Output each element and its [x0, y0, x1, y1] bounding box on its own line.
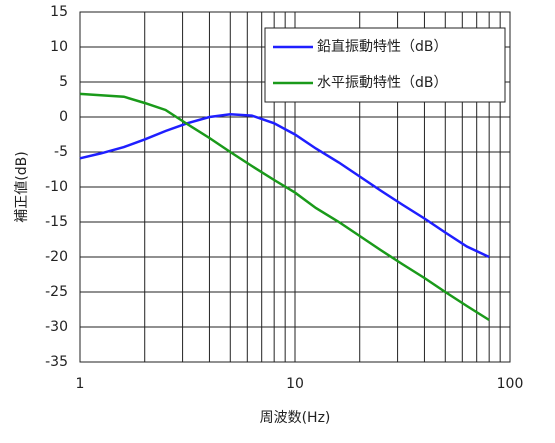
plot-border [79, 11, 511, 363]
y-tick-label: -15 [45, 214, 68, 230]
y-tick-label: -35 [45, 354, 68, 370]
legend-label: 水平振動特性（dB） [317, 75, 448, 91]
series-line [79, 92, 490, 322]
legend-box [264, 27, 506, 103]
x-tick-label: 100 [497, 376, 524, 392]
y-tick-label: -20 [45, 249, 68, 265]
y-axis-label: 補正値(dB) [14, 151, 30, 222]
y-tick-label: 15 [50, 4, 68, 20]
y-tick-label: -5 [54, 144, 68, 160]
y-tick-label: 0 [59, 109, 68, 125]
y-tick-label: -10 [45, 179, 68, 195]
legend-label: 鉛直振動特性（dB） [317, 38, 448, 55]
y-tick-label: -25 [45, 284, 68, 300]
x-axis-label: 周波数(Hz) [260, 410, 331, 426]
y-tick-label: -30 [45, 319, 68, 335]
y-tick-label: 5 [59, 74, 68, 90]
x-tick-label: 1 [76, 376, 85, 392]
series-line [79, 112, 490, 259]
y-tick-label: 10 [50, 39, 68, 55]
x-tick-label: 10 [286, 376, 304, 392]
